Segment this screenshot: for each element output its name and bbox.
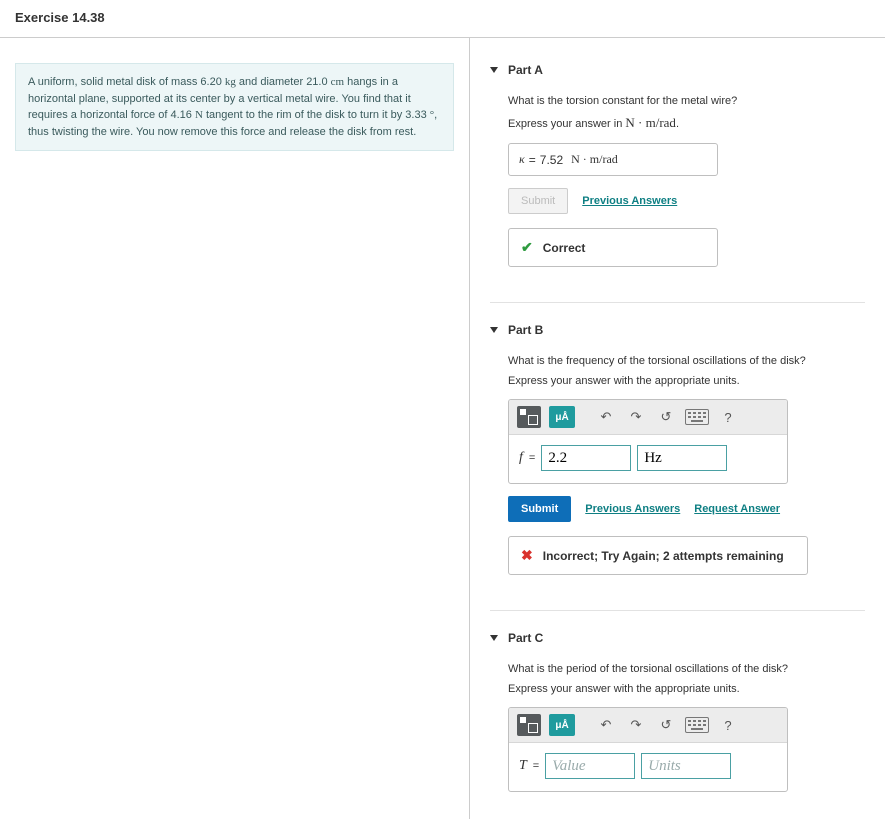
- redo-icon[interactable]: ↷: [625, 714, 647, 736]
- part-c: Part C What is the period of the torsion…: [490, 631, 865, 792]
- equals: =: [529, 153, 536, 167]
- part-a-value: 7.52: [540, 153, 563, 167]
- part-a-feedback: ✔ Correct: [508, 228, 718, 267]
- caret-down-icon: [490, 635, 498, 641]
- previous-answers-link[interactable]: Previous Answers: [582, 195, 677, 207]
- problem-statement: A uniform, solid metal disk of mass 6.20…: [15, 63, 454, 151]
- help-icon[interactable]: ?: [717, 714, 739, 736]
- part-c-var: T: [519, 758, 527, 774]
- part-b-body: What is the frequency of the torsional o…: [490, 355, 865, 575]
- redo-icon[interactable]: ↷: [625, 406, 647, 428]
- reset-icon[interactable]: ↺: [655, 714, 677, 736]
- content: A uniform, solid metal disk of mass 6.20…: [0, 38, 885, 819]
- part-b-value-input[interactable]: [541, 445, 631, 471]
- keyboard-icon[interactable]: [685, 717, 709, 733]
- separator: [490, 302, 865, 303]
- part-a: Part A What is the torsion constant for …: [490, 63, 865, 267]
- previous-answers-link[interactable]: Previous Answers: [585, 503, 680, 515]
- part-b-unit-input[interactable]: [637, 445, 727, 471]
- units-icon[interactable]: μÅ: [549, 406, 575, 428]
- check-icon: ✔: [521, 239, 533, 256]
- part-a-question: What is the torsion constant for the met…: [508, 95, 865, 107]
- period: .: [676, 118, 679, 130]
- part-a-title: Part A: [508, 63, 543, 77]
- submit-button[interactable]: Submit: [508, 496, 571, 522]
- undo-icon[interactable]: ↶: [595, 714, 617, 736]
- part-b-title: Part B: [508, 323, 543, 337]
- cross-icon: ✖: [521, 547, 533, 564]
- part-b-input-row: f =: [509, 435, 787, 483]
- submit-button-disabled: Submit: [508, 188, 568, 214]
- keyboard-icon[interactable]: [685, 409, 709, 425]
- part-c-value-input[interactable]: Value: [545, 753, 635, 779]
- part-a-instr-pre: Express your answer in: [508, 118, 625, 130]
- part-a-feedback-text: Correct: [543, 241, 586, 255]
- part-b-var: f: [519, 450, 523, 466]
- part-c-toolbar: μÅ ↶ ↷ ↺ ?: [509, 708, 787, 743]
- caret-down-icon: [490, 327, 498, 333]
- help-icon[interactable]: ?: [717, 406, 739, 428]
- part-c-unit-input[interactable]: Units: [641, 753, 731, 779]
- part-b: Part B What is the frequency of the tors…: [490, 323, 865, 575]
- part-b-toolbar: μÅ ↶ ↷ ↺ ?: [509, 400, 787, 435]
- right-column: Part A What is the torsion constant for …: [470, 38, 885, 819]
- part-b-actions: Submit Previous Answers Request Answer: [508, 496, 865, 522]
- caret-down-icon: [490, 67, 498, 73]
- part-a-instruction: Express your answer in N · m/rad.: [508, 115, 865, 131]
- request-answer-link[interactable]: Request Answer: [694, 503, 780, 515]
- part-b-feedback: ✖ Incorrect; Try Again; 2 attempts remai…: [508, 536, 808, 575]
- part-b-header[interactable]: Part B: [490, 323, 865, 337]
- reset-icon[interactable]: ↺: [655, 406, 677, 428]
- part-c-input-row: T = Value Units: [509, 743, 787, 791]
- part-c-question: What is the period of the torsional osci…: [508, 663, 865, 675]
- part-a-unit: N · m/rad: [571, 152, 618, 167]
- part-b-feedback-text: Incorrect; Try Again; 2 attempts remaini…: [543, 549, 784, 563]
- part-b-input-box: μÅ ↶ ↷ ↺ ? f =: [508, 399, 788, 484]
- part-c-input-box: μÅ ↶ ↷ ↺ ? T = Value Units: [508, 707, 788, 792]
- equals: =: [529, 452, 535, 464]
- part-b-question: What is the frequency of the torsional o…: [508, 355, 865, 367]
- part-a-var: κ: [519, 152, 525, 167]
- units-icon[interactable]: μÅ: [549, 714, 575, 736]
- template-icon[interactable]: [517, 714, 541, 736]
- exercise-title: Exercise 14.38: [15, 10, 870, 25]
- part-c-instruction: Express your answer with the appropriate…: [508, 683, 865, 695]
- undo-icon[interactable]: ↶: [595, 406, 617, 428]
- left-column: A uniform, solid metal disk of mass 6.20…: [0, 38, 470, 819]
- page-header: Exercise 14.38: [0, 0, 885, 38]
- part-a-answer-box: κ = 7.52 N · m/rad: [508, 143, 718, 176]
- template-icon[interactable]: [517, 406, 541, 428]
- part-c-body: What is the period of the torsional osci…: [490, 663, 865, 792]
- part-a-actions: Submit Previous Answers: [508, 188, 865, 214]
- part-c-header[interactable]: Part C: [490, 631, 865, 645]
- part-a-body: What is the torsion constant for the met…: [490, 95, 865, 267]
- separator: [490, 610, 865, 611]
- equals: =: [533, 760, 539, 772]
- part-b-instruction: Express your answer with the appropriate…: [508, 375, 865, 387]
- part-c-title: Part C: [508, 631, 543, 645]
- part-a-header[interactable]: Part A: [490, 63, 865, 77]
- part-a-instr-unit: N · m/rad: [625, 115, 676, 130]
